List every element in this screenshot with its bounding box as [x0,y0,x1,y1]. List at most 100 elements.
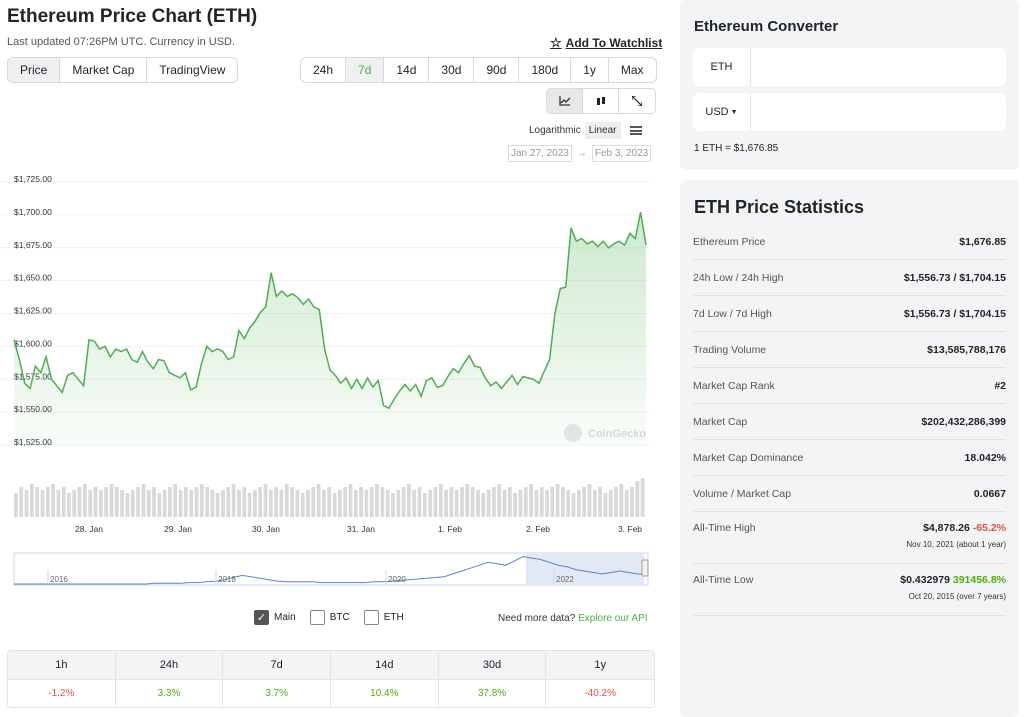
navigator-tick-label: 2020 [388,575,406,584]
volume-bar [603,493,608,517]
candlestick-button[interactable] [583,89,619,113]
line-chart-button[interactable] [547,89,583,113]
volume-bar [146,490,151,517]
stat-value: $1,556.73 / $1,704.15 [903,271,1006,284]
stat-row: 24h Low / 24h High $1,556.73 / $1,704.15 [693,260,1006,296]
atl-change: 391456.8% [952,574,1006,586]
volume-bar [369,487,374,517]
volume-bar [465,484,470,517]
volume-bar [391,493,395,517]
legend-btc[interactable]: BTC [309,610,350,625]
coingecko-watermark: CoinGecko [564,424,646,442]
perf-value: 3.3% [157,688,181,699]
range-30d[interactable]: 30d [429,58,475,82]
perf-col-24h: 24h 3.3% [115,651,224,707]
stat-value: #2 [994,379,1006,392]
range-14d[interactable]: 14d [384,58,430,82]
navigator-tick-label: 2016 [50,575,68,584]
volume-bar [454,490,459,517]
explore-api-link[interactable]: Explore our API [578,613,648,624]
perf-col-1h: 1h -1.2% [8,651,116,707]
x-tick-label: 28. Jan [75,524,103,534]
tab-price[interactable]: Price [8,58,61,82]
range-7d[interactable]: 7d [346,58,385,82]
volume-bar [555,484,560,517]
perf-col-30d: 30d 37.8% [438,651,547,707]
fullscreen-button[interactable] [619,89,655,113]
price-chart[interactable]: $1,725.00 $1,700.00 $1,675.00 $1,650.00 $1,6… [0,170,660,595]
date-from-input[interactable]: Jan 27, 2023 [508,145,572,162]
range-180d[interactable]: 180d [519,58,572,82]
volume-bar [173,484,178,517]
perf-value: 37.8% [477,688,507,699]
stat-label: Volume / Market Cap [693,487,792,500]
x-tick-label: 1. Feb [438,524,462,534]
volume-bar [417,487,422,517]
volume-bar [99,490,103,517]
navigator-selection[interactable] [526,554,644,584]
navigator[interactable] [13,552,649,586]
linear-option[interactable]: Linear [584,122,621,139]
stat-row: 7d Low / 7d High $1,556.73 / $1,704.15 [693,296,1006,332]
checkbox-btc[interactable] [309,610,325,625]
y-tick-label: $1,600.00 [14,338,52,348]
usd-label: USD [705,106,729,118]
conversion-rate: 1 ETH = $1,676.85 [694,143,779,154]
volume-bar [136,487,140,517]
checkbox-eth[interactable] [363,610,379,625]
menu-icon[interactable] [629,126,642,135]
volume-bar [592,490,597,517]
volume-bar [237,490,241,517]
perf-col-1y: 1y -40.2% [546,651,654,707]
range-24h[interactable]: 24h [301,58,347,82]
arrow-right-icon: → [576,148,587,159]
navigator-tick-label: 2022 [556,575,574,584]
stat-row: Ethereum Price $1,676.85 [693,224,1006,260]
atl-date: Oct 20, 2015 (over 7 years) [908,592,1006,601]
currency-select[interactable]: USD ▼ [693,93,751,131]
perf-value: 10.4% [370,688,399,699]
stat-label: All-Time Low [693,574,754,586]
volume-bar [624,490,629,517]
volume-bar [183,487,188,517]
navigator-line [14,556,647,585]
stat-row: Trading Volume $13,585,788,176 [693,332,1006,368]
stat-value: $1,676.85 [959,235,1006,248]
navigator-handle[interactable] [641,559,649,577]
volume-bar [529,484,533,517]
legend-main[interactable]: ✓ Main [254,610,296,625]
volume-bar [141,484,146,517]
range-max[interactable]: Max [620,63,644,77]
range-1y[interactable]: 1y [571,58,609,82]
stat-value: $13,585,788,176 [927,343,1006,356]
eth-amount-input[interactable] [751,48,1006,86]
volume-bar [14,493,18,517]
chart-tools [546,88,656,114]
volume-bar [162,490,167,517]
atl-value: $0.432979 [900,574,950,586]
range-90d[interactable]: 90d [474,58,520,82]
volume-bar [45,487,50,517]
date-to-input[interactable]: Feb 3, 2023 [591,145,652,162]
checkbox-main[interactable]: ✓ [254,610,269,625]
line-chart-icon [558,96,570,106]
volume-bar [199,484,204,517]
volume-bar [449,487,454,517]
volume-bar [274,487,278,517]
tab-market-cap[interactable]: Market Cap [60,58,148,82]
volume-bar [492,487,496,517]
expand-icon [632,96,642,106]
volume-bar [72,490,77,517]
volume-bar [332,493,337,517]
date-range: Jan 27, 2023 → Feb 3, 2023 [508,145,652,162]
y-tick-label: $1,625.00 [14,306,52,316]
add-to-watchlist-link[interactable]: ☆ Add To Watchlist [550,35,662,51]
usd-amount-input[interactable] [751,93,1006,131]
logarithmic-option[interactable]: Logarithmic [529,125,581,136]
legend-eth[interactable]: ETH [363,610,404,625]
price-statistics-panel: ETH Price Statistics Ethereum Price $1,67… [680,180,1019,717]
tab-tradingview[interactable]: TradingView [159,63,226,77]
y-tick-label: $1,675.00 [14,240,52,250]
volume-bar [343,487,348,517]
volume-bar [109,484,114,517]
